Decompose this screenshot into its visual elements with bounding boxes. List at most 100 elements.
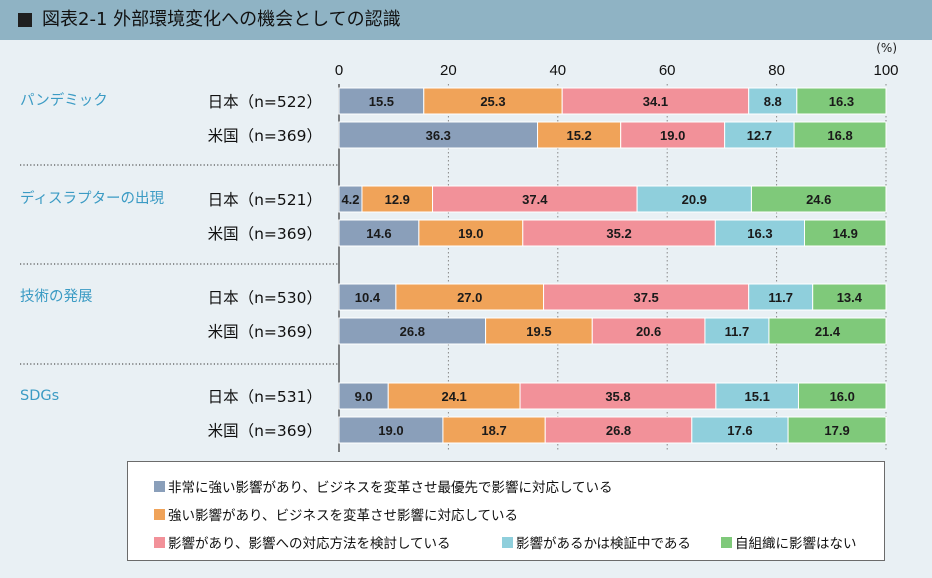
data-label: 15.1 <box>745 389 770 404</box>
data-label: 9.0 <box>355 389 373 404</box>
bar-segment <box>338 317 487 345</box>
row-label: 日本（n=531） <box>208 388 322 406</box>
bar-segment <box>338 382 389 410</box>
row-label: 日本（n=522） <box>208 93 322 111</box>
legend-swatch <box>154 536 165 548</box>
data-label: 14.9 <box>833 226 858 241</box>
data-label: 15.2 <box>566 128 591 143</box>
bar-segment <box>543 283 750 311</box>
data-label: 24.6 <box>806 192 831 207</box>
data-label: 17.9 <box>824 423 849 438</box>
legend-item: 非常に強い影響があり、ビジネスを変革させ最優先で影響に対応している <box>154 476 613 496</box>
figure-title: 図表2-1 外部環境変化への機会としての認識 <box>42 9 401 30</box>
data-label: 13.4 <box>837 290 863 305</box>
bar-segment <box>750 185 887 213</box>
data-label: 11.7 <box>725 324 750 339</box>
bar-segment <box>793 121 887 149</box>
bar-segment <box>442 416 546 444</box>
x-tick-label: 0 <box>335 62 343 79</box>
bar-segment <box>796 87 887 115</box>
data-label: 25.3 <box>480 94 505 109</box>
data-label: 26.8 <box>400 324 425 339</box>
bar-segment <box>338 416 444 444</box>
group-label: SDGs <box>20 388 59 404</box>
bar-segment <box>338 219 420 247</box>
bar-segment <box>395 283 545 311</box>
data-label: 20.6 <box>636 324 661 339</box>
legend-label: 自組織に影響はない <box>735 536 857 552</box>
bar-segment <box>591 317 706 345</box>
data-label: 19.0 <box>660 128 685 143</box>
row-label: 日本（n=530） <box>208 289 322 307</box>
legend-label: 影響があり、影響への対応方法を検討している <box>168 536 451 552</box>
data-label: 16.3 <box>829 94 854 109</box>
data-label: 12.9 <box>385 192 410 207</box>
bar-segment <box>522 219 716 247</box>
bar-segment <box>797 382 887 410</box>
row-label: 米国（n=369） <box>208 127 322 145</box>
group-label: パンデミック <box>20 91 108 109</box>
data-label: 14.6 <box>366 226 391 241</box>
legend-swatch <box>502 536 513 548</box>
bar-segment <box>803 219 887 247</box>
data-label: 16.3 <box>747 226 772 241</box>
data-label: 36.3 <box>426 128 451 143</box>
legend-swatch <box>154 508 165 520</box>
data-label: 16.0 <box>830 389 855 404</box>
legend-label: 強い影響があり、ビジネスを変革させ影響に対応している <box>168 508 519 524</box>
data-label: 35.8 <box>605 389 630 404</box>
bar-segment <box>361 185 434 213</box>
x-tick-label: 40 <box>549 62 566 79</box>
bar-segment <box>636 185 752 213</box>
data-label: 15.5 <box>369 94 394 109</box>
bar-segment <box>544 416 693 444</box>
bar-segment <box>715 382 799 410</box>
legend-item: 自組織に影響はない <box>721 532 857 552</box>
x-tick-label: 100 <box>873 62 898 79</box>
row-label: 米国（n=369） <box>208 225 322 243</box>
bar-segment <box>704 317 770 345</box>
x-tick-label: 80 <box>768 62 785 79</box>
legend-swatch <box>154 480 165 492</box>
bar-segment <box>724 121 795 149</box>
legend-item: 影響があり、影響への対応方法を検討している <box>154 532 451 552</box>
bar-segment <box>519 382 717 410</box>
data-label: 12.7 <box>747 128 772 143</box>
unit-label: (%) <box>876 41 897 55</box>
group-label: 技術の発展 <box>20 288 93 305</box>
bar-segment <box>338 121 539 149</box>
data-label: 8.8 <box>764 94 782 109</box>
legend-label: 影響があるかは検証中である <box>516 536 691 552</box>
legend: 非常に強い影響があり、ビジネスを変革させ最優先で影響に対応している 強い影響があり… <box>127 461 885 561</box>
bar-segment <box>768 317 887 345</box>
data-label: 18.7 <box>481 423 506 438</box>
data-label: 16.8 <box>827 128 852 143</box>
data-label: 17.6 <box>727 423 752 438</box>
row-label: 米国（n=369） <box>208 323 322 341</box>
title-square-icon <box>18 13 32 27</box>
x-tick-label: 60 <box>659 62 676 79</box>
data-label: 34.1 <box>643 94 668 109</box>
data-label: 11.7 <box>768 290 793 305</box>
data-label: 19.0 <box>458 226 483 241</box>
data-label: 4.2 <box>341 192 359 207</box>
data-label: 19.0 <box>378 423 403 438</box>
bar-segment <box>812 283 887 311</box>
row-label: 日本（n=521） <box>208 191 322 209</box>
data-label: 35.2 <box>606 226 631 241</box>
legend-item: 強い影響があり、ビジネスを変革させ影響に対応している <box>154 504 518 524</box>
group-label: ディスラプターの出現 <box>20 189 164 207</box>
bar-segment <box>787 416 887 444</box>
data-label: 21.4 <box>815 324 841 339</box>
bar-segment <box>537 121 622 149</box>
legend-swatch <box>721 536 732 548</box>
data-label: 19.5 <box>526 324 551 339</box>
title-bar: 図表2-1 外部環境変化への機会としての認識 <box>0 0 932 40</box>
legend-label: 非常に強い影響があり、ビジネスを変革させ最優先で影響に対応している <box>168 480 613 496</box>
data-label: 24.1 <box>441 389 466 404</box>
data-label: 10.4 <box>355 290 381 305</box>
row-label: 米国（n=369） <box>208 422 322 440</box>
bar-segment <box>418 219 524 247</box>
